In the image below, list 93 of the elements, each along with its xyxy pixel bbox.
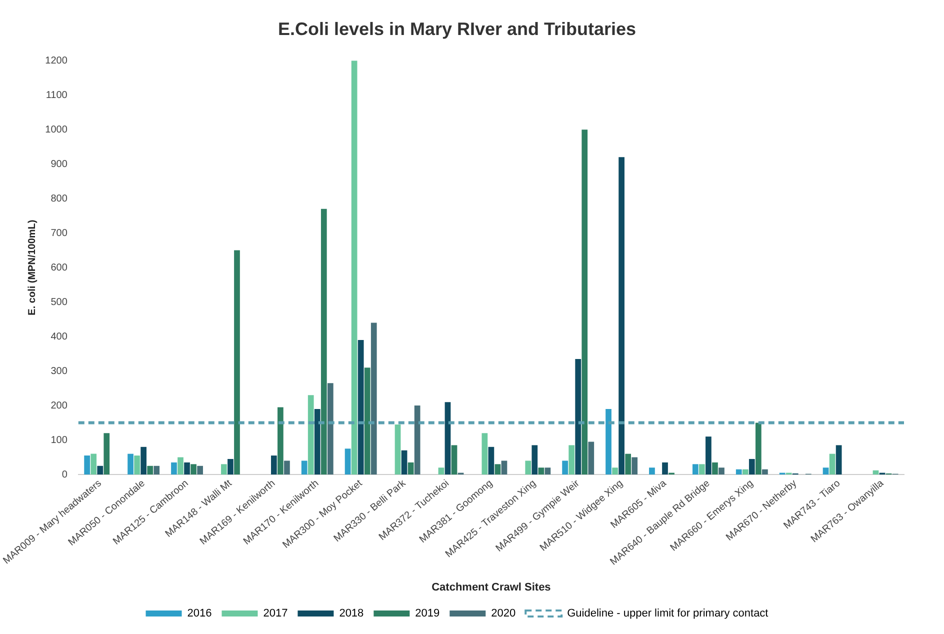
legend-label: 2019	[415, 608, 440, 620]
y-tick-label: 300	[50, 366, 68, 377]
bar	[190, 464, 196, 475]
bar	[408, 462, 414, 475]
y-axis-title: E. coli (MPN/100mL)	[26, 220, 38, 316]
bar	[270, 456, 277, 475]
bar	[736, 469, 742, 475]
bar	[501, 460, 508, 475]
y-tick-label: 1200	[45, 55, 68, 66]
bar	[568, 445, 575, 475]
bar	[662, 462, 668, 475]
legend-label: Guideline - upper limit for primary contact	[567, 608, 768, 620]
bar	[718, 468, 724, 475]
y-tick-label: 800	[50, 193, 68, 204]
bar	[351, 60, 358, 475]
bar	[320, 208, 327, 475]
bar	[284, 460, 290, 475]
y-tick-label: 600	[50, 262, 68, 274]
bar	[90, 454, 97, 475]
y-tick-label: 400	[50, 331, 68, 342]
bar	[147, 466, 154, 475]
y-tick-label: 200	[50, 400, 68, 412]
bar	[104, 433, 110, 475]
bar	[575, 358, 582, 475]
bar	[649, 468, 655, 475]
bar	[829, 454, 836, 475]
bar	[836, 445, 842, 475]
bar	[699, 464, 705, 475]
y-tick-label: 1000	[45, 124, 68, 136]
bar	[134, 456, 140, 475]
y-tick-label: 500	[50, 296, 68, 308]
y-tick-label: 700	[50, 228, 68, 239]
bar	[482, 433, 488, 475]
bar	[301, 460, 308, 475]
bar	[278, 407, 284, 475]
bar	[308, 395, 314, 475]
bar	[762, 469, 768, 475]
bar	[872, 470, 879, 475]
y-tick-label: 0	[62, 469, 68, 480]
bar	[178, 457, 184, 475]
bar	[712, 462, 718, 475]
bar	[327, 383, 334, 475]
y-tick-label: 1100	[46, 90, 68, 101]
bar	[344, 448, 351, 475]
bar	[444, 402, 451, 475]
bar	[544, 468, 551, 475]
bar	[706, 436, 712, 475]
y-tick-label: 100	[50, 434, 68, 446]
bar	[171, 462, 177, 475]
bar	[438, 468, 444, 475]
bar	[97, 466, 104, 475]
bar	[756, 422, 762, 475]
bar	[184, 462, 190, 475]
bar	[394, 424, 401, 475]
bar	[364, 368, 370, 475]
bar	[358, 340, 364, 475]
legend-label: 2017	[263, 608, 288, 620]
bar	[692, 464, 698, 475]
bar	[414, 406, 420, 475]
bar	[128, 454, 134, 475]
bar	[618, 157, 624, 475]
legend-label: 2020	[491, 608, 516, 620]
bar	[625, 454, 632, 475]
bar	[742, 469, 748, 475]
bar	[228, 458, 234, 475]
bar	[612, 468, 618, 475]
bar	[221, 464, 227, 475]
chart-title: E.Coli levels in Mary RIver and Tributaries	[278, 18, 636, 39]
x-axis-title: Catchment Crawl Sites	[432, 581, 551, 594]
bar	[488, 446, 494, 475]
y-tick-label: 900	[50, 158, 68, 170]
bar	[84, 456, 90, 475]
bar	[606, 408, 612, 475]
bar	[632, 457, 638, 475]
bar	[588, 442, 594, 475]
bar	[154, 466, 160, 475]
bar	[314, 408, 320, 475]
bar	[532, 445, 538, 475]
bar	[822, 468, 829, 475]
bar	[748, 458, 755, 475]
bar	[451, 445, 458, 475]
bar	[562, 460, 568, 475]
bar	[370, 322, 377, 475]
bar	[494, 464, 501, 475]
bar	[525, 460, 532, 475]
bar	[401, 450, 408, 475]
legend-label: 2016	[187, 608, 212, 620]
legend-label: 2018	[339, 608, 364, 620]
bar	[582, 130, 588, 475]
bar	[538, 468, 544, 475]
bar	[140, 446, 146, 475]
bar	[234, 250, 240, 475]
bar	[197, 466, 203, 475]
